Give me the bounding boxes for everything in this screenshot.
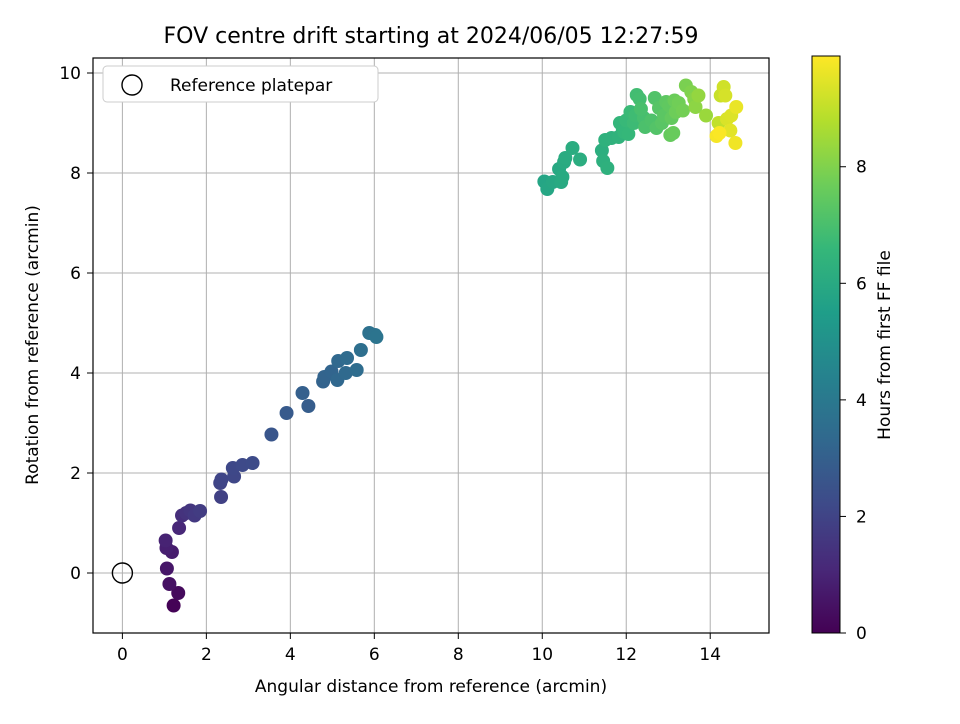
data-point <box>688 100 703 114</box>
data-point <box>214 472 229 487</box>
y-tick-label: 2 <box>70 464 81 484</box>
y-tick-label: 8 <box>70 164 81 184</box>
data-point <box>573 152 588 167</box>
x-tick-label: 0 <box>117 645 128 665</box>
data-point <box>171 586 186 600</box>
data-point <box>718 88 733 103</box>
data-points <box>111 78 744 613</box>
x-axis-ticks: 0 2 4 6 8 10 12 14 <box>117 633 721 665</box>
colorbar-tick-label: 0 <box>856 624 867 644</box>
data-point <box>723 123 738 138</box>
data-point <box>555 170 570 184</box>
data-point <box>159 561 174 576</box>
legend: Reference platepar <box>102 65 379 103</box>
y-tick-label: 0 <box>70 564 81 584</box>
data-point <box>633 102 648 116</box>
colorbar-tick-label: 6 <box>856 274 867 294</box>
data-point <box>712 126 727 140</box>
x-tick-label: 14 <box>699 645 721 665</box>
data-point <box>295 386 310 400</box>
data-point <box>214 490 229 504</box>
data-point <box>729 100 744 114</box>
data-point <box>558 151 573 165</box>
data-point <box>172 521 187 535</box>
data-point <box>600 161 615 175</box>
data-point <box>369 330 384 344</box>
data-point <box>349 363 364 377</box>
y-axis-label: Rotation from reference (arcmin) <box>23 205 43 485</box>
data-point <box>565 141 580 155</box>
x-tick-label: 10 <box>531 645 553 665</box>
data-point <box>594 143 609 158</box>
data-point <box>353 343 368 357</box>
legend-marker-reference <box>121 74 143 96</box>
data-point <box>193 504 208 518</box>
legend-box <box>102 65 379 103</box>
x-tick-label: 2 <box>201 645 212 665</box>
y-axis-ticks: 0 2 4 6 8 10 <box>59 64 93 584</box>
colorbar <box>811 55 841 634</box>
plot-frame <box>92 57 770 634</box>
data-point <box>158 533 173 548</box>
data-point <box>699 108 714 123</box>
data-point <box>691 88 706 103</box>
chart-title: FOV centre drift starting at 2024/06/05 … <box>164 24 699 49</box>
data-point <box>621 127 636 141</box>
colorbar-tick-label: 8 <box>856 158 867 178</box>
reference-platepar-marker <box>111 562 134 584</box>
data-point <box>340 351 355 365</box>
x-tick-label: 6 <box>369 645 380 665</box>
colorbar-tick-label: 2 <box>856 507 867 527</box>
data-point <box>162 577 177 591</box>
data-point <box>264 427 279 442</box>
legend-label-reference: Reference platepar <box>170 76 332 96</box>
y-tick-label: 10 <box>59 64 81 84</box>
data-point <box>245 456 260 470</box>
data-point <box>675 103 690 118</box>
colorbar-label: Hours from first FF file <box>875 250 895 440</box>
data-point <box>279 406 294 420</box>
data-point <box>338 366 353 380</box>
y-tick-label: 4 <box>70 364 81 384</box>
data-point <box>166 598 181 613</box>
x-tick-label: 4 <box>285 645 296 665</box>
grid-lines <box>93 58 769 633</box>
data-point <box>666 126 681 140</box>
data-point <box>728 136 743 150</box>
x-axis-label: Angular distance from reference (arcmin) <box>255 677 607 697</box>
data-point <box>301 399 316 413</box>
x-tick-label: 8 <box>453 645 464 665</box>
x-tick-label: 12 <box>615 645 637 665</box>
y-tick-label: 6 <box>70 264 81 284</box>
colorbar-tick-label: 4 <box>856 391 867 411</box>
colorbar-ticks: 0 2 4 6 8 <box>840 158 867 644</box>
